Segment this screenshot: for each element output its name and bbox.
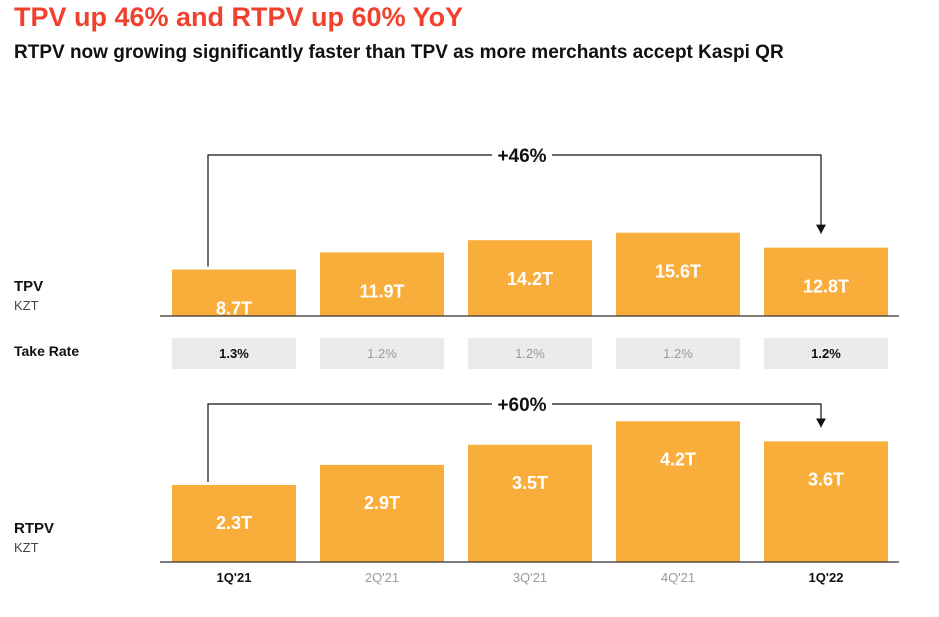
take-rate-value: 1.3% bbox=[219, 346, 249, 361]
rtpv-growth-bracket-right bbox=[552, 403, 826, 428]
tpv-row-unit: KZT bbox=[14, 298, 39, 313]
tpv-row-label: TPV bbox=[14, 278, 44, 295]
rtpv-value-label: 2.3T bbox=[216, 513, 252, 533]
tpv-value-label: 15.6T bbox=[655, 262, 701, 282]
rtpv-row-label: RTPV bbox=[14, 520, 55, 537]
rtpv-value-label: 4.2T bbox=[660, 449, 696, 469]
rtpv-growth-annotation: +60% bbox=[497, 395, 546, 416]
rtpv-bar bbox=[616, 421, 740, 562]
tpv-value-label: 12.8T bbox=[803, 277, 849, 297]
take-rate-box bbox=[616, 338, 740, 369]
tpv-value-label: 14.2T bbox=[507, 269, 553, 289]
take-rate-box bbox=[172, 338, 296, 369]
take-rate-value: 1.2% bbox=[515, 346, 545, 361]
rtpv-value-label: 3.6T bbox=[808, 469, 844, 489]
page-subtitle: RTPV now growing significantly faster th… bbox=[14, 42, 784, 63]
take-rate-label: Take Rate bbox=[14, 343, 80, 359]
tpv-bar bbox=[172, 269, 296, 316]
page-title: TPV up 46% and RTPV up 60% YoY bbox=[14, 2, 464, 32]
x-tick-label: 3Q'21 bbox=[513, 570, 547, 585]
take-rate-box bbox=[468, 338, 592, 369]
take-rate-box bbox=[320, 338, 444, 369]
rtpv-bar bbox=[172, 484, 296, 562]
tpv-bar bbox=[468, 240, 592, 316]
take-rate-value: 1.2% bbox=[367, 346, 397, 361]
tpv-value-label: 8.7T bbox=[216, 299, 252, 319]
rtpv-growth-bracket-left bbox=[207, 403, 492, 482]
tpv-bar bbox=[320, 252, 444, 316]
rtpv-bar bbox=[764, 441, 888, 562]
take-rate-box bbox=[764, 338, 888, 369]
x-tick-label: 1Q'21 bbox=[217, 570, 252, 585]
x-tick-label: 2Q'21 bbox=[365, 570, 399, 585]
rtpv-value-label: 2.9T bbox=[364, 493, 400, 513]
tpv-growth-annotation: +46% bbox=[497, 146, 546, 167]
take-rate-value: 1.2% bbox=[811, 346, 841, 361]
rtpv-bar bbox=[468, 444, 592, 562]
rtpv-bar bbox=[320, 464, 444, 562]
tpv-value-label: 11.9T bbox=[359, 281, 404, 301]
x-tick-label: 1Q'22 bbox=[809, 570, 844, 585]
tpv-bar bbox=[616, 232, 740, 316]
tpv-growth-bracket-left bbox=[207, 154, 492, 267]
take-rate-value: 1.2% bbox=[663, 346, 693, 361]
tpv-growth-bracket-right bbox=[552, 154, 826, 234]
x-tick-label: 4Q'21 bbox=[661, 570, 695, 585]
rtpv-value-label: 3.5T bbox=[512, 473, 548, 493]
rtpv-row-unit: KZT bbox=[14, 540, 39, 555]
tpv-bar bbox=[764, 247, 888, 316]
